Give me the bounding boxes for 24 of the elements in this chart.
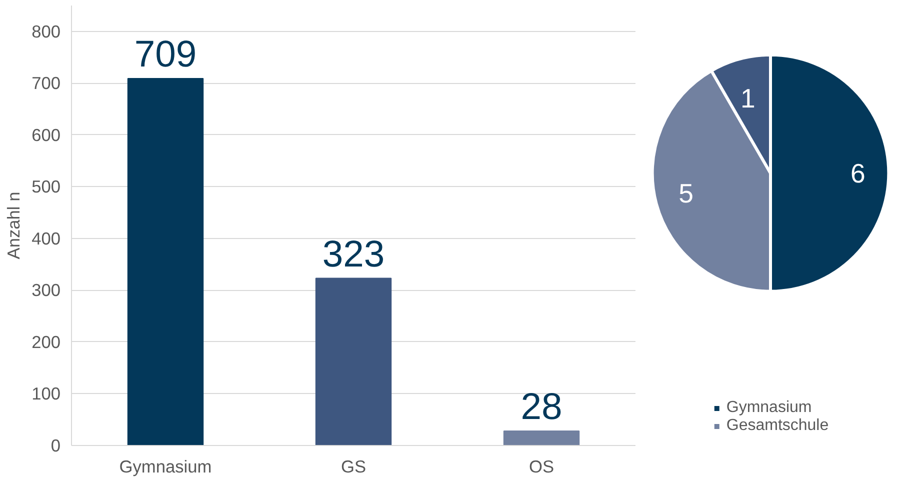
data-label: 5 [678, 178, 694, 209]
y-tick-label: 300 [32, 280, 61, 300]
y-tick-label: 500 [32, 176, 61, 197]
bar [127, 78, 204, 446]
data-label: 323 [322, 232, 385, 274]
y-tick-label: 200 [32, 332, 61, 352]
x-tick-label: Gymnasium [119, 456, 212, 476]
legend-label: Gymnasium [726, 399, 812, 417]
x-tick-label: OS [528, 456, 554, 476]
legend-label: Gesamtschule [726, 417, 829, 435]
data-label: 709 [134, 32, 197, 74]
x-tick-label: GS [340, 456, 366, 476]
data-label: 6 [850, 158, 866, 189]
data-label: 1 [740, 84, 756, 114]
y-tick-label: 600 [32, 124, 61, 145]
y-tick-label: 400 [32, 228, 61, 248]
y-tick-label: 800 [32, 21, 61, 42]
y-tick-label: 0 [50, 436, 61, 456]
bar [503, 430, 580, 446]
data-label: 28 [520, 385, 562, 428]
y-tick-label: 100 [32, 384, 61, 404]
y-axis-title: Anzahl n [4, 192, 24, 260]
bar [315, 278, 392, 446]
y-tick-label: 700 [32, 73, 61, 94]
